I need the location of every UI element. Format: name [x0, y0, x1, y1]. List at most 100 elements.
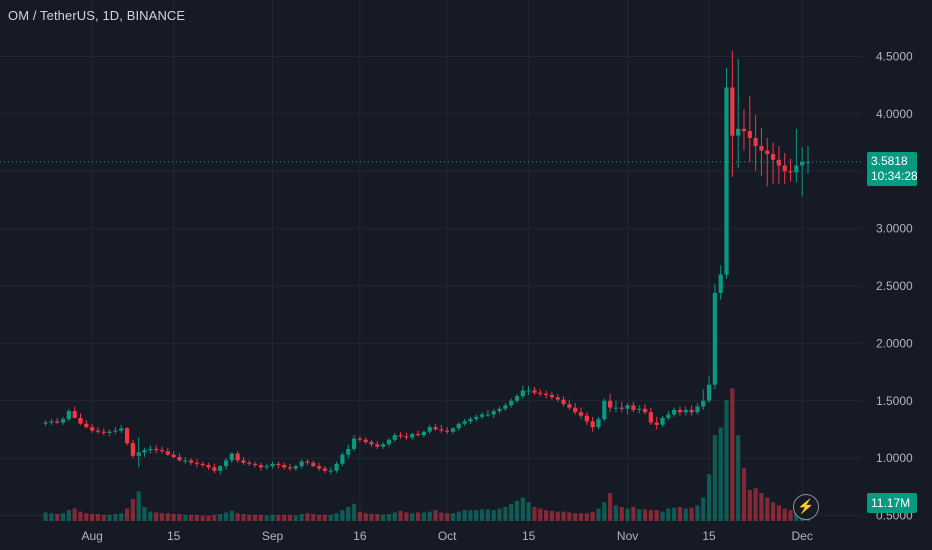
bar-countdown: 10:34:28 — [871, 169, 918, 183]
candle — [165, 447, 170, 456]
candle-body — [596, 419, 601, 428]
volume-bar — [386, 513, 392, 521]
price-axis[interactable]: 4.50004.00003.50003.00002.50002.00001.50… — [876, 50, 913, 523]
volume-bar — [49, 513, 54, 521]
candle-body — [642, 408, 648, 413]
volume-bar — [596, 508, 601, 521]
candle — [683, 406, 688, 416]
volume-bar — [113, 513, 118, 521]
candle-body — [433, 427, 438, 430]
candle-body — [712, 292, 717, 385]
candle — [701, 389, 706, 410]
volume-bar — [119, 513, 124, 521]
volume-bar — [287, 514, 293, 521]
candle — [526, 385, 531, 396]
volume-bar — [165, 513, 170, 521]
candle-body — [95, 430, 101, 432]
candle-body — [305, 461, 310, 463]
candle-body — [101, 431, 106, 433]
volume-bar — [188, 514, 194, 521]
candle — [794, 128, 799, 183]
candle — [648, 407, 653, 425]
x-tick-label: 15 — [702, 529, 716, 543]
candle — [229, 452, 234, 463]
volume-bar — [567, 512, 572, 521]
candle — [421, 430, 426, 438]
candle — [509, 398, 514, 408]
candle-body — [503, 405, 508, 409]
candle-body — [154, 448, 159, 451]
candle — [183, 456, 188, 464]
candle-body — [695, 406, 700, 413]
volume-bar — [642, 509, 648, 521]
candle — [485, 409, 490, 417]
volume-bar — [427, 511, 432, 521]
candle-body — [375, 444, 380, 447]
candle — [101, 428, 106, 436]
volume-bar — [60, 513, 66, 521]
volume-bar — [741, 467, 747, 521]
candle — [317, 462, 322, 471]
candle-body — [445, 430, 450, 432]
candle-body — [119, 428, 124, 431]
y-tick-label: 1.0000 — [876, 451, 913, 465]
candle-body — [72, 411, 77, 418]
candle — [124, 427, 130, 446]
candle — [95, 427, 101, 435]
candle-body — [346, 448, 351, 455]
y-tick-label: 4.0000 — [876, 107, 913, 121]
volume-bar — [171, 513, 176, 521]
volume-bar — [404, 512, 409, 521]
volume-bar — [462, 510, 467, 521]
volume-bar — [445, 513, 450, 521]
candle-body — [177, 456, 182, 461]
volume-bar — [159, 513, 165, 521]
candle-body — [194, 462, 199, 464]
candle — [765, 137, 770, 187]
candle — [788, 158, 793, 182]
volume-bar — [258, 514, 264, 521]
candle-body — [84, 423, 89, 428]
volume-bar — [666, 508, 671, 521]
volume-bar — [677, 506, 683, 521]
candle — [753, 115, 758, 172]
candle — [712, 283, 717, 390]
volume-bar — [241, 513, 246, 521]
volume-bar — [264, 515, 269, 521]
candle-body — [660, 417, 665, 425]
volume-bar — [101, 514, 106, 521]
volume-bar — [223, 512, 229, 521]
candle — [538, 389, 543, 397]
volume-bar — [340, 510, 345, 521]
candle-body — [782, 165, 787, 172]
candle — [218, 465, 223, 475]
candle-body — [107, 431, 112, 433]
candle-body — [363, 439, 368, 443]
candle — [55, 417, 60, 424]
x-tick-label: 15 — [522, 529, 536, 543]
candle-body — [171, 454, 176, 457]
candle-body — [299, 461, 304, 467]
candle — [567, 399, 572, 410]
candle — [759, 127, 764, 176]
time-axis[interactable]: Aug 15 Sep 16 Oct 15 Nov 15 Dec — [81, 529, 812, 543]
candle — [491, 408, 496, 418]
candle-body — [351, 438, 357, 449]
volume-bar — [433, 510, 438, 521]
candle-body — [514, 396, 520, 401]
candle — [439, 424, 444, 433]
candle — [334, 461, 339, 474]
candle — [578, 407, 584, 420]
lightning-icon[interactable]: ⚡ — [793, 494, 819, 520]
candle-body — [78, 417, 83, 424]
candle — [270, 461, 275, 469]
volume-bar — [672, 507, 677, 521]
candle — [602, 398, 607, 422]
volume-bar — [520, 497, 525, 521]
candle-body — [130, 443, 135, 456]
x-tick-label: Oct — [438, 529, 457, 543]
volume-bar — [631, 506, 636, 521]
volume-bar — [654, 510, 659, 521]
candle-body — [753, 137, 758, 147]
